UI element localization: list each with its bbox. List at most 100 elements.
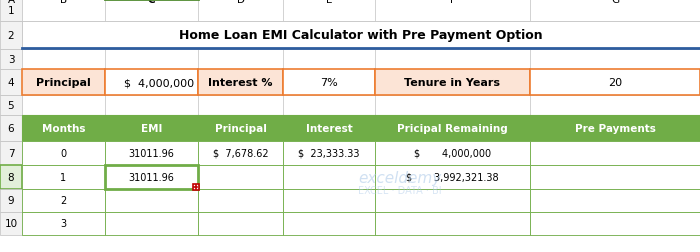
Text: EXCEL · DATA · BI: EXCEL · DATA · BI — [358, 185, 442, 195]
Bar — [22, 212, 105, 235]
Bar — [198, 189, 283, 212]
Text: B: B — [60, 0, 67, 5]
Bar — [375, 22, 530, 50]
Text: Principal: Principal — [36, 78, 91, 88]
Bar — [198, 141, 283, 165]
Text: $       4,000,000: $ 4,000,000 — [414, 148, 491, 158]
Bar — [530, 50, 700, 70]
Bar — [530, 22, 700, 50]
Bar — [283, 115, 375, 141]
Bar — [105, 165, 198, 189]
Bar — [105, 70, 198, 96]
Bar — [283, 0, 375, 22]
Text: $  7,678.62: $ 7,678.62 — [213, 148, 268, 158]
Bar — [375, 115, 530, 141]
Bar — [283, 70, 375, 96]
Bar — [198, 165, 283, 189]
Bar — [530, 165, 700, 189]
Bar — [22, 22, 700, 50]
Text: 4: 4 — [8, 78, 14, 88]
Bar — [105, 115, 198, 141]
Text: A: A — [8, 0, 15, 5]
Text: 6: 6 — [8, 123, 14, 134]
Bar — [375, 50, 530, 70]
Bar — [375, 0, 530, 22]
Bar — [0, 212, 22, 235]
Bar — [198, 115, 283, 141]
Bar — [198, 50, 283, 70]
Text: E: E — [326, 0, 332, 5]
Text: G: G — [611, 0, 619, 5]
Bar — [375, 189, 530, 212]
Text: Interest %: Interest % — [209, 78, 273, 88]
Bar — [283, 165, 375, 189]
Bar — [22, 70, 105, 96]
Text: EMI: EMI — [141, 123, 162, 134]
Bar — [283, 141, 375, 165]
Bar — [198, 212, 283, 235]
Bar — [22, 0, 105, 22]
Bar — [283, 189, 375, 212]
Bar — [105, 50, 198, 70]
Text: 3: 3 — [60, 219, 66, 229]
Text: exceldemy: exceldemy — [358, 170, 442, 185]
Bar — [530, 165, 700, 189]
Bar — [22, 22, 105, 50]
Bar — [198, 212, 283, 235]
Bar — [0, 165, 22, 189]
Bar — [530, 141, 700, 165]
Text: Tenure in Years: Tenure in Years — [405, 78, 500, 88]
Bar — [22, 189, 105, 212]
Bar — [530, 141, 700, 165]
Bar — [530, 189, 700, 212]
Bar — [105, 212, 198, 235]
Bar — [530, 96, 700, 115]
Text: 3: 3 — [8, 55, 14, 65]
Bar — [22, 96, 105, 115]
Bar — [0, 50, 22, 70]
Bar — [198, 0, 283, 22]
Text: $       3,992,321.38: $ 3,992,321.38 — [406, 172, 499, 182]
Text: 2: 2 — [60, 196, 66, 206]
Bar — [198, 115, 283, 141]
Bar — [530, 212, 700, 235]
Bar — [283, 70, 375, 96]
Bar — [198, 22, 283, 50]
Bar — [22, 189, 105, 212]
Text: 31011.96: 31011.96 — [129, 148, 174, 158]
Bar — [105, 22, 198, 50]
Bar — [375, 70, 530, 96]
Bar — [375, 96, 530, 115]
Bar — [105, 141, 198, 165]
Bar — [22, 165, 105, 189]
Bar — [375, 165, 530, 189]
Text: 8: 8 — [8, 172, 14, 182]
Bar — [283, 141, 375, 165]
Bar — [0, 96, 22, 115]
Bar — [375, 212, 530, 235]
Text: 7%: 7% — [320, 78, 338, 88]
Text: 1: 1 — [60, 172, 66, 182]
Bar — [198, 96, 283, 115]
Bar — [22, 141, 105, 165]
Bar — [22, 115, 105, 141]
Text: Pre Payments: Pre Payments — [575, 123, 655, 134]
Bar — [530, 115, 700, 141]
Bar — [105, 70, 198, 96]
Bar — [105, 115, 198, 141]
Text: 7: 7 — [8, 148, 14, 158]
Bar — [375, 141, 530, 165]
Bar — [22, 141, 105, 165]
Text: $  4,000,000: $ 4,000,000 — [124, 78, 194, 88]
Text: F: F — [449, 0, 456, 5]
Bar — [22, 115, 105, 141]
Bar — [22, 50, 105, 70]
Text: 10: 10 — [4, 219, 18, 229]
Bar — [105, 189, 198, 212]
Text: 20: 20 — [608, 78, 622, 88]
Bar — [22, 212, 105, 235]
Bar — [105, 96, 198, 115]
Text: Pricipal Remaining: Pricipal Remaining — [397, 123, 508, 134]
Bar — [375, 70, 530, 96]
Bar — [375, 141, 530, 165]
